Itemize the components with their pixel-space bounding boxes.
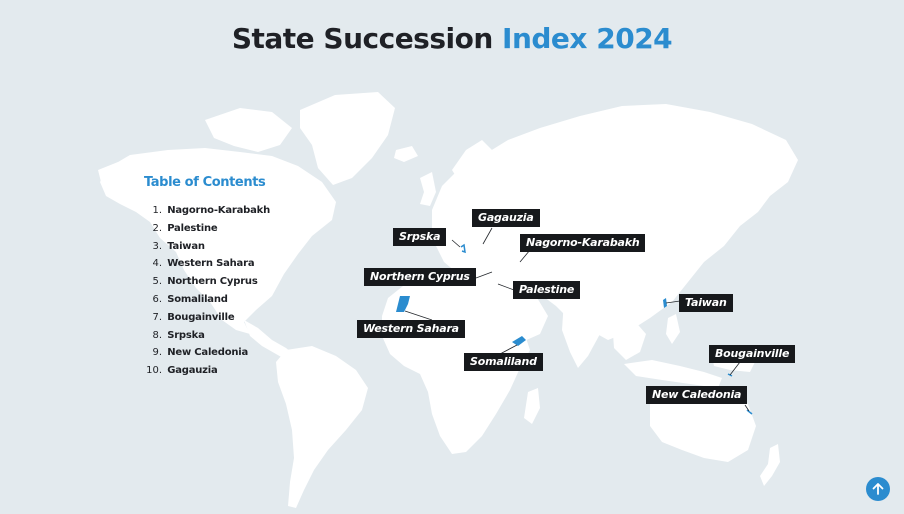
somaliland-region — [512, 336, 526, 346]
toc-item-number: 7. — [152, 311, 162, 323]
india — [562, 300, 604, 368]
great-britain — [420, 172, 436, 206]
toc-item-name: Somaliland — [167, 293, 228, 305]
map-label-western-sahara[interactable]: Western Sahara — [357, 320, 465, 338]
table-of-contents: Table of Contents 1. Nagorno-Karabakh 2.… — [144, 175, 294, 380]
indonesia — [624, 360, 722, 388]
japan — [690, 218, 714, 266]
toc-heading: Table of Contents — [144, 175, 266, 190]
toc-item-new-caledonia[interactable]: 9. New Caledonia — [144, 344, 294, 362]
toc-item-number: 4. — [152, 258, 162, 270]
toc-item-bougainville[interactable]: 7. Bougainville — [144, 309, 294, 327]
north-america — [100, 148, 336, 334]
leader-somaliland — [499, 344, 518, 355]
leader-taiwan — [665, 300, 681, 304]
madagascar — [524, 388, 540, 424]
australia — [650, 386, 756, 462]
map-label-nagorno-karabakh[interactable]: Nagorno-Karabakh — [520, 234, 646, 252]
toc-item-number: 10. — [146, 365, 162, 377]
map-label-srpska[interactable]: Srpska — [393, 228, 447, 246]
toc-item-name: Nagorno-Karabakh — [167, 205, 271, 216]
central-america — [244, 320, 296, 362]
leader-new-caledonia — [744, 404, 750, 412]
leader-srpska — [451, 239, 461, 248]
highlighted-regions — [396, 243, 753, 415]
srpska-region — [460, 243, 466, 254]
toc-item-name: Western Sahara — [167, 258, 255, 270]
toc-item-number: 8. — [152, 329, 162, 341]
toc-item-name: Srpska — [167, 329, 205, 341]
toc-item-srpska[interactable]: 8. Srpska — [144, 327, 294, 345]
philippines — [666, 314, 680, 344]
toc-item-nagorno-karabakh[interactable]: 1. Nagorno-Karabakh — [144, 202, 294, 220]
arrow-up-icon — [872, 483, 884, 495]
toc-item-name: Northern Cyprus — [167, 276, 258, 288]
map-label-northern-cyprus[interactable]: Northern Cyprus — [364, 268, 476, 286]
map-label-taiwan[interactable]: Taiwan — [679, 294, 733, 312]
alaska — [98, 162, 132, 194]
leader-gagauzia — [482, 227, 493, 245]
taiwan-region — [663, 298, 667, 308]
toc-item-number: 5. — [152, 276, 162, 288]
toc-item-taiwan[interactable]: 3. Taiwan — [144, 238, 294, 256]
new-zealand — [760, 444, 780, 486]
map-label-somaliland[interactable]: Somaliland — [464, 353, 543, 371]
toc-item-northern-cyprus[interactable]: 5. Northern Cyprus — [144, 273, 294, 291]
toc-list: 1. Nagorno-Karabakh 2. Palestine 3. Taiw… — [144, 202, 294, 380]
toc-item-name: Bougainville — [167, 311, 235, 323]
toc-item-number: 1. — [152, 205, 162, 216]
toc-item-western-sahara[interactable]: 4. Western Sahara — [144, 255, 294, 273]
arctic-islands — [205, 108, 292, 152]
greenland — [300, 92, 395, 185]
leader-western-sahara — [404, 310, 433, 321]
leader-palestine — [497, 283, 515, 291]
leader-northern-cyprus — [475, 271, 493, 279]
map-label-palestine[interactable]: Palestine — [513, 281, 581, 299]
toc-item-name: New Caledonia — [167, 347, 249, 359]
leader-lines — [404, 227, 750, 412]
toc-item-palestine[interactable]: 2. Palestine — [144, 220, 294, 238]
new-caledonia-region — [746, 409, 753, 415]
title-main: State Succession — [231, 21, 493, 55]
page-title: State Succession Index 2024 — [0, 19, 904, 59]
toc-item-name: Palestine — [167, 222, 218, 234]
map-label-new-caledonia[interactable]: New Caledonia — [646, 386, 748, 404]
toc-item-number: 9. — [152, 347, 162, 359]
leader-bougainville — [729, 361, 741, 376]
toc-item-number: 2. — [152, 222, 162, 234]
leader-nagorno-karabakh — [519, 249, 531, 263]
scandinavia — [452, 140, 494, 186]
southeast-asia — [612, 318, 646, 360]
toc-item-number: 6. — [152, 293, 162, 305]
toc-item-somaliland[interactable]: 6. Somaliland — [144, 291, 294, 309]
western-sahara-region — [396, 296, 410, 312]
title-accent: Index 2024 — [502, 21, 673, 55]
toc-item-gagauzia[interactable]: 10. Gagauzia — [144, 362, 294, 380]
iceland — [394, 146, 418, 162]
south-america — [276, 346, 368, 508]
scroll-to-top-button[interactable] — [866, 477, 890, 501]
map-label-bougainville[interactable]: Bougainville — [709, 345, 796, 363]
map-label-gagauzia[interactable]: Gagauzia — [472, 209, 540, 227]
toc-item-name: Gagauzia — [167, 365, 218, 377]
toc-item-number: 3. — [152, 240, 162, 252]
toc-item-name: Taiwan — [167, 240, 205, 252]
landmasses — [98, 92, 798, 508]
